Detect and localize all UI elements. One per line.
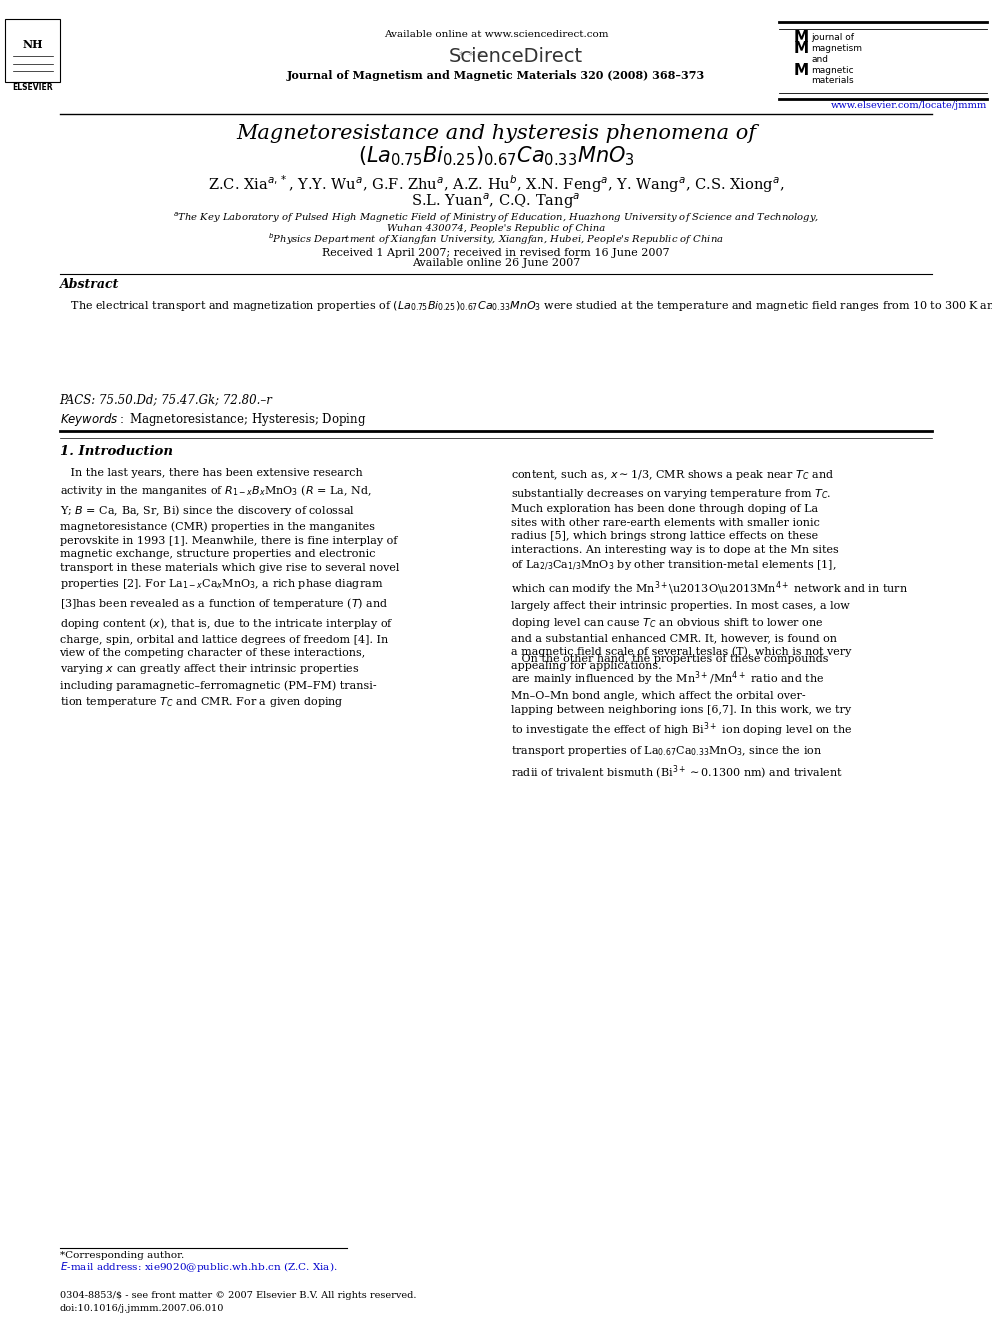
Text: Journal of Magnetism and Magnetic Materials 320 (2008) 368–373: Journal of Magnetism and Magnetic Materi… — [287, 70, 705, 81]
Text: Received 1 April 2007; received in revised form 16 June 2007: Received 1 April 2007; received in revis… — [322, 247, 670, 258]
Text: ScienceDirect: ScienceDirect — [448, 48, 583, 66]
Text: $^{b}$Physics Department of Xiangfan University, Xiangfan, Hubei, People's Repub: $^{b}$Physics Department of Xiangfan Uni… — [268, 232, 724, 247]
Text: $\it{E}$-mail address: xie9020@public.wh.hb.cn (Z.C. Xia).: $\it{E}$-mail address: xie9020@public.wh… — [60, 1261, 337, 1274]
Text: S.L. Yuan$^{a}$, C.Q. Tang$^{a}$: S.L. Yuan$^{a}$, C.Q. Tang$^{a}$ — [412, 192, 580, 210]
Text: $^{a}$The Key Laboratory of Pulsed High Magnetic Field of Ministry of Education,: $^{a}$The Key Laboratory of Pulsed High … — [173, 212, 819, 225]
Text: M: M — [794, 29, 808, 45]
Text: $(La_{0.75}Bi_{0.25})_{0.67}Ca_{0.33}MnO_3$: $(La_{0.75}Bi_{0.25})_{0.67}Ca_{0.33}MnO… — [358, 144, 634, 168]
Text: and: and — [811, 56, 828, 64]
Text: Z.C. Xia$^{a,*}$, Y.Y. Wu$^{a}$, G.F. Zhu$^{a}$, A.Z. Hu$^{b}$, X.N. Feng$^{a}$,: Z.C. Xia$^{a,*}$, Y.Y. Wu$^{a}$, G.F. Zh… — [208, 173, 784, 194]
Text: content, such as, $x$$\sim$1/3, CMR shows a peak near $T_C$ and
substantially de: content, such as, $x$$\sim$1/3, CMR show… — [511, 468, 908, 671]
Text: $\it{Keywords:}$ Magnetoresistance; Hysteresis; Doping: $\it{Keywords:}$ Magnetoresistance; Hyst… — [60, 411, 366, 427]
Text: magnetism: magnetism — [811, 45, 862, 53]
Text: ELSEVIER: ELSEVIER — [13, 83, 53, 91]
Text: * * *: * * * — [459, 50, 483, 61]
Text: Wuhan 430074, People's Republic of China: Wuhan 430074, People's Republic of China — [387, 225, 605, 233]
Text: Abstract: Abstract — [60, 278, 119, 291]
Text: PACS: 75.50.Dd; 75.47.Gk; 72.80.–r: PACS: 75.50.Dd; 75.47.Gk; 72.80.–r — [60, 393, 273, 406]
Text: materials: materials — [811, 77, 854, 85]
Text: *Corresponding author.: *Corresponding author. — [60, 1252, 184, 1259]
Text: In the last years, there has been extensive research
activity in the manganites : In the last years, there has been extens… — [60, 468, 399, 709]
Text: www.elsevier.com/locate/jmmm: www.elsevier.com/locate/jmmm — [830, 102, 987, 110]
Text: M: M — [794, 41, 808, 57]
Text: Available online at www.sciencedirect.com: Available online at www.sciencedirect.co… — [384, 30, 608, 38]
Text: On the other hand, the properties of these compounds
are mainly influenced by th: On the other hand, the properties of the… — [511, 654, 852, 782]
Text: Magnetoresistance and hysteresis phenomena of: Magnetoresistance and hysteresis phenome… — [236, 124, 756, 143]
Text: doi:10.1016/j.jmmm.2007.06.010: doi:10.1016/j.jmmm.2007.06.010 — [60, 1304, 224, 1312]
Bar — [5, 19, 60, 82]
Text: NH: NH — [23, 40, 43, 50]
Text: magnetic: magnetic — [811, 66, 854, 74]
Text: journal of: journal of — [811, 33, 854, 41]
Text: 1. Introduction: 1. Introduction — [60, 445, 173, 458]
Text: 0304-8853/$ - see front matter © 2007 Elsevier B.V. All rights reserved.: 0304-8853/$ - see front matter © 2007 El… — [60, 1291, 416, 1299]
Text: The electrical transport and magnetization properties of $(La_{0.75}Bi_{0.25})_{: The electrical transport and magnetizati… — [60, 298, 992, 312]
Text: Available online 26 June 2007: Available online 26 June 2007 — [412, 258, 580, 269]
Text: M: M — [794, 62, 808, 78]
